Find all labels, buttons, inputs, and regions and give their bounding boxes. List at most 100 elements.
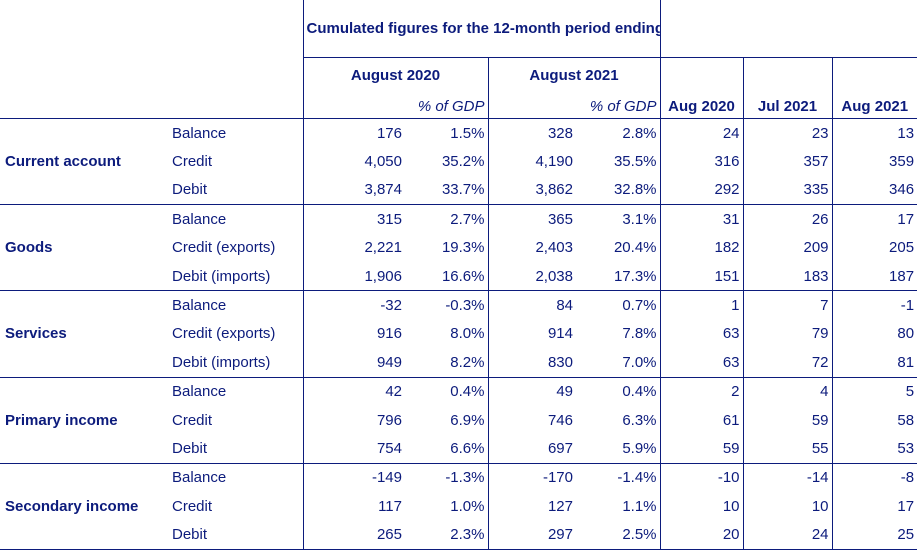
- value-cell: 2.8%: [576, 118, 661, 148]
- value-cell: -1.3%: [405, 462, 488, 493]
- value-cell: 0.4%: [576, 376, 661, 406]
- value-cell: 4: [742, 376, 833, 406]
- month-header: Aug 2021: [831, 87, 918, 119]
- value-cell: 61: [659, 405, 744, 435]
- row-label: Debit: [166, 520, 303, 550]
- month-header: Jul 2021: [742, 87, 833, 119]
- value-cell: 35.5%: [613, 153, 657, 171]
- value-cell: 84: [487, 290, 576, 320]
- value-cell: 754: [302, 434, 405, 464]
- value-cell: 59: [659, 434, 744, 464]
- value-cell: 2,038: [487, 261, 576, 292]
- value-cell: 3.1%: [576, 204, 661, 234]
- value-cell: 26: [742, 204, 833, 234]
- value-cell: 2.7%: [405, 204, 488, 234]
- section-name: Primary income: [0, 376, 166, 464]
- row-label: Balance: [166, 118, 303, 148]
- value-cell: -1.4%: [576, 462, 661, 493]
- value-cell: 292: [659, 175, 744, 206]
- value-cell: 346: [831, 175, 918, 206]
- value-cell: 0.4%: [405, 376, 488, 406]
- value-cell: 697: [487, 434, 576, 464]
- value-cell: 2,403: [487, 233, 576, 262]
- row-label: Balance: [166, 204, 303, 234]
- value-cell: 335: [742, 175, 833, 206]
- value-cell: 316: [659, 147, 744, 176]
- value-cell: 5.9%: [576, 434, 661, 464]
- value-cell: 33.7%: [405, 175, 488, 206]
- value-cell: 1,906: [302, 261, 405, 292]
- value-cell: -14: [742, 462, 833, 493]
- value-cell: 830: [487, 348, 576, 378]
- value-cell: 55: [742, 434, 833, 464]
- row-label: Debit (imports): [166, 348, 303, 378]
- value-cell: 10: [659, 492, 744, 521]
- table-row: Current account Balance 176 1.5% 328 2.8% 24 23…: [0, 117, 918, 206]
- value-cell: 20: [659, 520, 744, 550]
- value-cell: 8.2%: [405, 348, 488, 378]
- value-cell: 7: [742, 290, 833, 320]
- pct-gdp-header-2: % of GDP: [576, 87, 661, 119]
- table-row: Debit 754 6.6% 697 5.9% 59 55 53: [0, 434, 918, 464]
- table-row: Debit 3,874 33.7% 3,862 32.8% 292 335 346: [0, 175, 918, 206]
- value-cell: 6.9%: [450, 411, 485, 429]
- value-cell: 187: [831, 261, 918, 292]
- section-name: Goods: [0, 204, 166, 292]
- value-cell: 63: [659, 348, 744, 378]
- month-header: Aug 2020: [659, 87, 744, 119]
- value-cell: 53: [831, 434, 918, 464]
- value-cell: 796: [302, 405, 405, 435]
- row-label: Credit (exports): [172, 325, 276, 343]
- row-label: Credit (exports): [172, 239, 276, 257]
- value-cell: 25: [831, 520, 918, 550]
- value-cell: 2: [659, 376, 744, 406]
- table-row: Primary income Balance 42 0.4% 49 0.4% 2 4 5: [0, 376, 918, 464]
- value-cell: -32: [302, 290, 405, 320]
- value-cell: 3,874: [302, 175, 405, 206]
- value-cell: 914: [487, 319, 576, 349]
- table-body: Current account Balance 176 1.5% 328 2.8% 24 23…: [0, 117, 918, 550]
- value-cell: 265: [302, 520, 405, 550]
- value-cell: 1: [659, 290, 744, 320]
- value-cell: 2.3%: [405, 520, 488, 550]
- value-cell: 5: [831, 376, 918, 406]
- table-row: Credit 117 1.0% 127 1.1% 10 10 17: [0, 492, 918, 521]
- value-cell: 31: [659, 204, 744, 234]
- table-row: Credit (exports) 2,221 19.3% 2,403 20.4% 182 2…: [0, 233, 918, 262]
- value-cell: 20.4%: [613, 239, 657, 257]
- value-cell: 746: [487, 405, 576, 435]
- table-row: Secondary income Balance -149 -1.3% -170 -1.4…: [0, 462, 918, 550]
- value-cell: 13: [831, 118, 918, 148]
- value-cell: -170: [487, 462, 576, 493]
- value-cell: 209: [742, 233, 833, 262]
- value-cell: 4,050: [302, 147, 405, 176]
- value-cell: 297: [487, 520, 576, 550]
- value-cell: 6.6%: [405, 434, 488, 464]
- value-cell: 357: [742, 147, 833, 176]
- value-cell: 365: [487, 204, 576, 234]
- value-cell: 176: [302, 118, 405, 148]
- table-row: Goods Balance 315 2.7% 365 3.1% 31 26 17: [0, 204, 918, 292]
- table-row: Services Balance -32 -0.3% 84 0.7% 1 7 -1: [0, 290, 918, 378]
- value-cell: 32.8%: [576, 175, 661, 206]
- value-cell: 916: [302, 319, 405, 349]
- value-cell: 81: [831, 348, 918, 378]
- row-label: Balance: [166, 376, 303, 406]
- value-cell: -10: [659, 462, 744, 493]
- value-cell: 1.1%: [622, 497, 657, 515]
- value-cell: 23: [742, 118, 833, 148]
- value-cell: 1.5%: [405, 118, 488, 148]
- value-cell: 19.3%: [441, 239, 485, 257]
- value-cell: 35.2%: [441, 153, 485, 171]
- value-cell: 8.0%: [450, 325, 485, 343]
- value-cell: 205: [831, 233, 918, 262]
- value-cell: 10: [742, 492, 833, 521]
- corner-cell: [166, 0, 303, 58]
- row-label: Credit: [172, 153, 213, 171]
- value-cell: 7.8%: [622, 325, 657, 343]
- monthly-header-spacer: [659, 0, 918, 58]
- section-name: Services: [0, 290, 166, 378]
- value-cell: -1: [831, 290, 918, 320]
- value-cell: 72: [742, 348, 833, 378]
